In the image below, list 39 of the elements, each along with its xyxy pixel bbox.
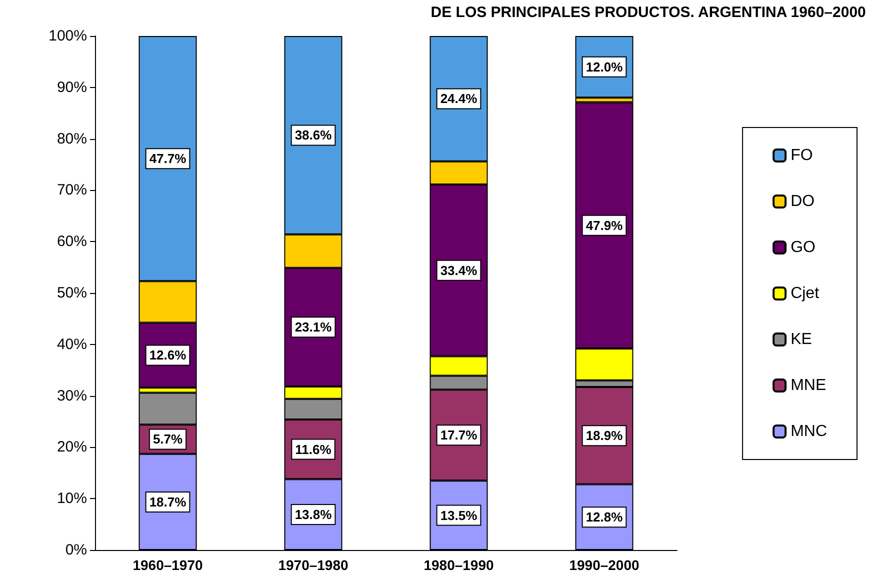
y-tick-label: 30% xyxy=(56,387,87,404)
data-label: 13.5% xyxy=(440,508,478,523)
data-label: 5.7% xyxy=(152,432,183,447)
data-label: 17.7% xyxy=(440,428,478,443)
x-tick-label: 1990–2000 xyxy=(569,557,640,573)
data-label: 38.6% xyxy=(294,128,332,143)
data-label: 12.6% xyxy=(149,348,187,363)
y-tick-label: 70% xyxy=(56,182,87,199)
chart-title: DE LOS PRINCIPALES PRODUCTOS. ARGENTINA 1960–2000 xyxy=(430,4,866,21)
y-tick-label: 0% xyxy=(65,542,87,558)
y-tick-label: 90% xyxy=(56,78,87,96)
data-label: 12.0% xyxy=(586,59,624,74)
data-label: 24.4% xyxy=(440,91,478,106)
y-tick-label: 80% xyxy=(56,130,87,148)
y-tick-label: 50% xyxy=(56,284,87,302)
legend-label: FO xyxy=(790,147,813,164)
data-label: 23.1% xyxy=(294,320,332,335)
y-tick-label: 10% xyxy=(56,490,87,508)
y-tick-label: 100% xyxy=(48,28,87,44)
data-label: 18.9% xyxy=(586,428,624,444)
y-tick-label: 20% xyxy=(56,438,87,456)
legend-label: Cjet xyxy=(790,285,820,302)
legend-label: KE xyxy=(790,331,812,348)
x-tick-label: 1970–1980 xyxy=(278,557,348,573)
data-label: 18.7% xyxy=(149,494,187,510)
data-label: 33.4% xyxy=(440,262,478,278)
y-tick-label: 40% xyxy=(56,336,87,353)
data-label: 11.6% xyxy=(295,442,332,457)
data-label: 47.9% xyxy=(586,218,624,233)
data-label: 47.7% xyxy=(149,151,187,166)
legend-label: DO xyxy=(790,193,815,210)
x-tick-label: 1980–1990 xyxy=(424,557,494,573)
legend-label: GO xyxy=(790,239,816,256)
legend-label: MNE xyxy=(790,377,826,394)
data-label: 13.8% xyxy=(294,507,332,522)
x-tick-label: 1960–1970 xyxy=(132,557,203,573)
data-label: 12.8% xyxy=(586,510,624,525)
legend-label: MNC xyxy=(790,423,827,440)
y-tick-label: 60% xyxy=(56,233,87,250)
